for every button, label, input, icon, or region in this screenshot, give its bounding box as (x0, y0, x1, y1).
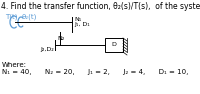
Text: θ₂(t): θ₂(t) (22, 13, 37, 19)
Bar (105, 38, 123, 52)
Text: J₁, D₁: J₁, D₁ (74, 22, 90, 27)
Text: N₂: N₂ (57, 36, 64, 41)
Text: T(t): T(t) (5, 13, 18, 19)
Text: J₂,D₂: J₂,D₂ (40, 47, 54, 52)
Text: N₁ = 40,      N₂ = 20,      J₁ = 2,      J₂ = 4,      D₁ = 10,      D₂ = 15: N₁ = 40, N₂ = 20, J₁ = 2, J₂ = 4, D₁ = 1… (2, 69, 200, 75)
Text: D: D (112, 42, 116, 47)
Text: Where:: Where: (2, 62, 27, 68)
Text: 4. Find the transfer function, θ₂(s)/T(s),  of the system below:: 4. Find the transfer function, θ₂(s)/T(s… (1, 2, 200, 11)
Text: N₁: N₁ (74, 17, 81, 22)
